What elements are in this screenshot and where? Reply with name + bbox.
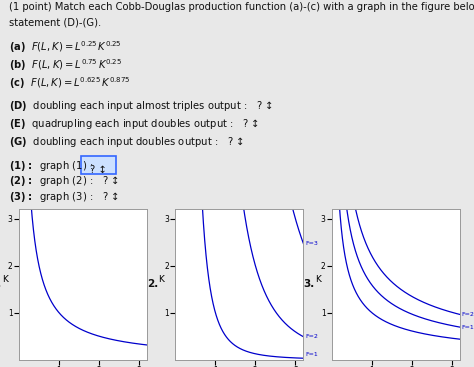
Text: $\mathbf{(1):}$  graph (1) :: $\mathbf{(1):}$ graph (1) : [9, 159, 98, 172]
Text: 2.: 2. [147, 279, 158, 290]
Text: F=2: F=2 [305, 334, 318, 339]
Text: $\mathbf{(c)}$  $F(L, K) = L^{0.625}\,K^{0.875}$: $\mathbf{(c)}$ $F(L, K) = L^{0.625}\,K^{… [9, 75, 131, 91]
Text: $\mathbf{(3):}$  graph (3) :   ? ↕: $\mathbf{(3):}$ graph (3) : ? ↕ [9, 190, 119, 204]
Text: ? ↕: ? ↕ [90, 164, 107, 174]
Text: F=1.5: F=1.5 [462, 324, 474, 330]
FancyBboxPatch shape [81, 156, 116, 174]
Y-axis label: K: K [158, 275, 164, 284]
Text: $\mathbf{(a)}$  $F(L, K) = L^{0.25}\,K^{0.25}$: $\mathbf{(a)}$ $F(L, K) = L^{0.25}\,K^{0… [9, 40, 122, 55]
Text: statement (D)-(G).: statement (D)-(G). [9, 18, 102, 28]
Text: (1 point) Match each Cobb-Douglas production function (a)-(c) with a graph in th: (1 point) Match each Cobb-Douglas produc… [9, 2, 474, 12]
Text: $\mathbf{(E)}$  quadrupling each input doubles output :   ? ↕: $\mathbf{(E)}$ quadrupling each input do… [9, 117, 260, 131]
Text: $\mathbf{(b)}$  $F(L, K) = L^{0.75}\,K^{0.25}$: $\mathbf{(b)}$ $F(L, K) = L^{0.75}\,K^{0… [9, 58, 122, 73]
Text: F=3: F=3 [305, 241, 318, 246]
Text: $\mathbf{(2):}$  graph (2) :   ? ↕: $\mathbf{(2):}$ graph (2) : ? ↕ [9, 174, 119, 188]
Y-axis label: K: K [315, 275, 321, 284]
Y-axis label: K: K [2, 275, 8, 284]
Text: $\mathbf{(D)}$  doubling each input almost triples output :   ? ↕: $\mathbf{(D)}$ doubling each input almos… [9, 99, 273, 113]
Text: 3.: 3. [304, 279, 315, 290]
Text: 1.: 1. [0, 279, 2, 290]
Text: F=1: F=1 [305, 352, 318, 357]
Text: F=2: F=2 [462, 312, 474, 317]
Text: $\mathbf{(G)}$  doubling each input doubles output :   ? ↕: $\mathbf{(G)}$ doubling each input doubl… [9, 135, 244, 149]
